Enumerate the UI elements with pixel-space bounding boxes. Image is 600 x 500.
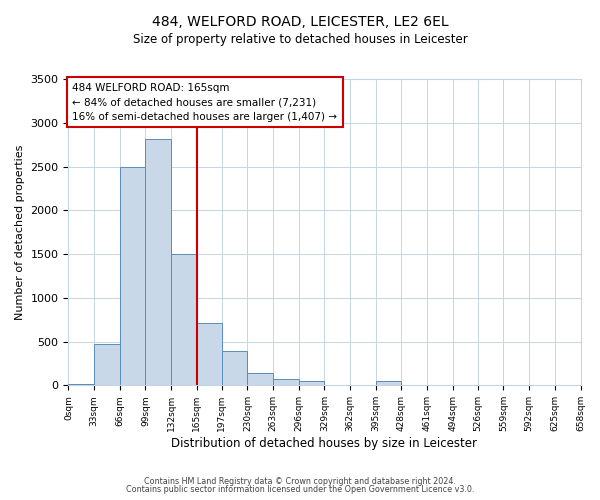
X-axis label: Distribution of detached houses by size in Leicester: Distribution of detached houses by size … <box>172 437 478 450</box>
Bar <box>68 384 94 386</box>
Y-axis label: Number of detached properties: Number of detached properties <box>15 144 25 320</box>
Bar <box>145 138 171 386</box>
Text: 484 WELFORD ROAD: 165sqm
← 84% of detached houses are smaller (7,231)
16% of sem: 484 WELFORD ROAD: 165sqm ← 84% of detach… <box>72 82 337 122</box>
Bar <box>171 254 197 386</box>
Text: Size of property relative to detached houses in Leicester: Size of property relative to detached ho… <box>133 32 467 46</box>
Bar <box>197 323 222 386</box>
Text: Contains HM Land Registry data © Crown copyright and database right 2024.: Contains HM Land Registry data © Crown c… <box>144 477 456 486</box>
Bar <box>120 166 145 386</box>
Text: Contains public sector information licensed under the Open Government Licence v3: Contains public sector information licen… <box>126 485 474 494</box>
Text: 484, WELFORD ROAD, LEICESTER, LE2 6EL: 484, WELFORD ROAD, LEICESTER, LE2 6EL <box>152 15 448 29</box>
Bar <box>376 381 401 386</box>
Bar <box>94 344 120 386</box>
Bar <box>247 373 273 386</box>
Bar <box>222 351 247 386</box>
Bar <box>299 380 325 386</box>
Bar <box>273 379 299 386</box>
